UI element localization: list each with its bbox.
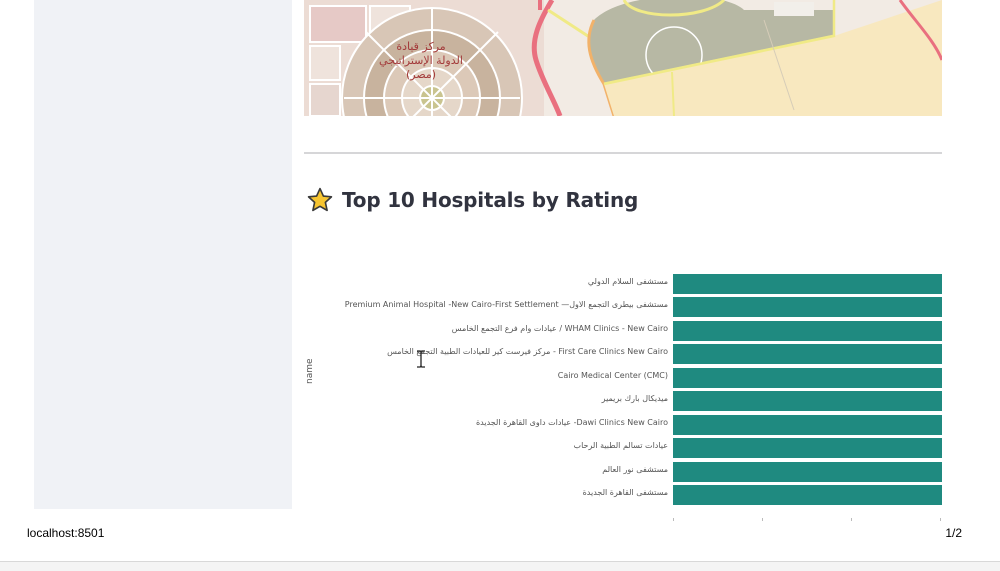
page-number: 1/2	[945, 526, 962, 540]
chart-row: مستشفى السلام الدولي	[304, 274, 942, 294]
bar-label: عيادات داوى القاهرة الجديدة -Dawi Clinic…	[475, 418, 668, 427]
bar-label: مركز فيرست كير للعيادات الطبية التجمع ال…	[387, 347, 668, 356]
bar[interactable]	[673, 485, 942, 505]
chart-row: عيادات وام فرع التجمع الخامس / WHAM Clin…	[304, 321, 942, 341]
chart-row: Cairo Medical Center (CMC)	[304, 368, 942, 388]
page-url: localhost:8501	[27, 526, 105, 540]
chart-row: عيادات تسالم الطبية الرحاب	[304, 438, 942, 458]
map-view[interactable]: مركز قيادة الدولة الإستراتيجي (مصر)	[304, 0, 942, 116]
x-axis-tick	[673, 518, 674, 521]
section-divider	[304, 152, 942, 154]
map-place-label-line-1: مركز قيادة	[396, 40, 446, 53]
bar-label: مستشفى نور العالم	[602, 465, 668, 474]
chart-row: ميديكال بارك بريمير	[304, 391, 942, 411]
bar-label: Cairo Medical Center (CMC)	[557, 371, 668, 380]
bar-label: مستشفى القاهرة الجديدة	[582, 488, 668, 497]
bar-label: عيادات وام فرع التجمع الخامس / WHAM Clin…	[451, 324, 668, 333]
bar-label: ميديكال بارك بريمير	[601, 394, 668, 403]
section-title: Top 10 Hospitals by Rating	[342, 188, 639, 212]
bar[interactable]	[673, 462, 942, 482]
section-header: Top 10 Hospitals by Rating	[306, 184, 638, 216]
chart-row: مركز فيرست كير للعيادات الطبية التجمع ال…	[304, 344, 942, 364]
star-icon	[307, 187, 333, 212]
map-tiles	[304, 0, 942, 116]
bar-chart[interactable]: name مستشفى السلام الدولي Premium Animal…	[304, 266, 942, 521]
bar[interactable]	[673, 438, 942, 458]
x-axis-tick	[940, 518, 941, 521]
map-place-label-line-3: (مصر)	[405, 68, 437, 81]
x-axis-tick	[762, 518, 763, 521]
sidebar	[34, 0, 292, 509]
bar[interactable]	[673, 297, 942, 317]
chart-row: مستشفى القاهرة الجديدة	[304, 485, 942, 505]
bar-label: مستشفى السلام الدولي	[587, 277, 668, 286]
bar-label: عيادات تسالم الطبية الرحاب	[573, 441, 668, 450]
bar[interactable]	[673, 321, 942, 341]
chart-row: مستشفى نور العالم	[304, 462, 942, 482]
map-place-label-line-2: الدولة الإستراتيجي	[379, 54, 463, 67]
x-axis-tick	[851, 518, 852, 521]
bar[interactable]	[673, 368, 942, 388]
bar[interactable]	[673, 274, 942, 294]
chart-row: عيادات داوى القاهرة الجديدة -Dawi Clinic…	[304, 415, 942, 435]
text-cursor-icon	[417, 350, 425, 368]
bar[interactable]	[673, 391, 942, 411]
main-content: مركز قيادة الدولة الإستراتيجي (مصر) Top …	[304, 0, 942, 521]
bar[interactable]	[673, 344, 942, 364]
print-footer-bar	[0, 561, 1000, 571]
bar[interactable]	[673, 415, 942, 435]
bar-label: Premium Animal Hospital -New Cairo-First…	[344, 300, 668, 309]
chart-row: Premium Animal Hospital -New Cairo-First…	[304, 297, 942, 317]
